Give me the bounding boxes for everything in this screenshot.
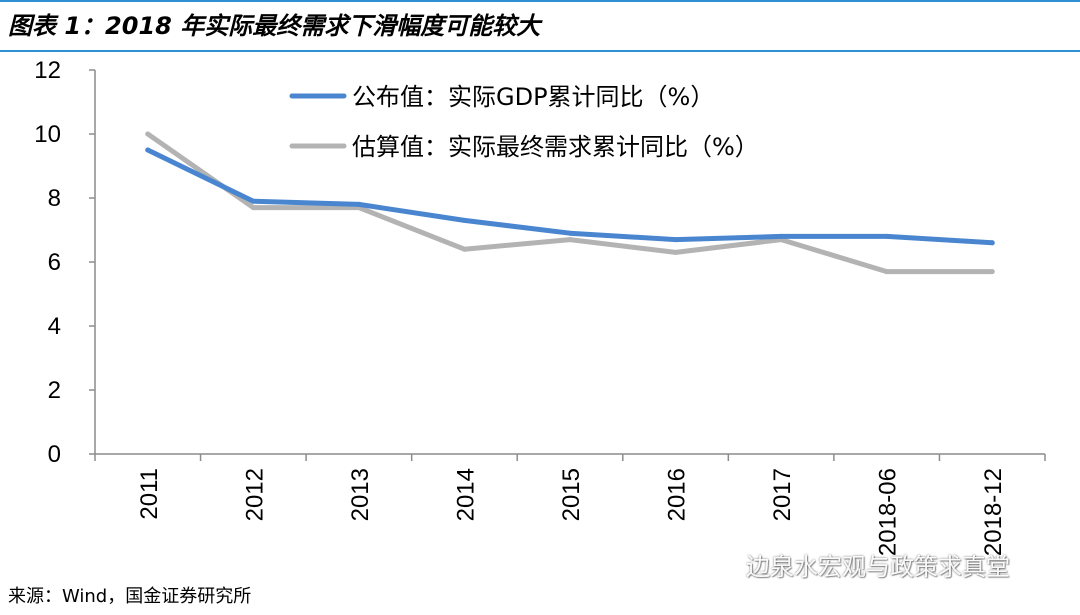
line-chart: 0 2 4 6 8 10 12 2011 2012 2013 2014 2015 2016 2017 201… [34,57,1046,556]
data-point-gdp [673,237,679,243]
y-tick-label: 2 [48,377,61,404]
watermark-text: 边泉水宏观与政策求真堂 [746,553,1010,581]
data-point-final-demand [461,246,467,252]
legend-label-final-demand: 估算值：实际最终需求累计同比（%） [352,133,759,161]
data-point-gdp [884,233,890,239]
data-point-final-demand [567,237,573,243]
legend: 公布值：实际GDP累计同比（%） 估算值：实际最终需求累计同比（%） [289,83,759,161]
y-tick-label: 10 [34,121,61,148]
data-point-final-demand [250,205,256,211]
x-tick-label: 2016 [664,468,691,521]
x-tick-label: 2011 [136,468,163,520]
series-lines [145,131,995,275]
y-tick-label: 0 [48,441,61,468]
watermark: 边泉水宏观与政策求真堂 [712,549,1010,585]
data-point-final-demand [145,131,151,137]
x-tick-label: 2018-06 [875,468,902,556]
x-tick-label: 2012 [241,468,268,521]
data-point-gdp [250,198,256,204]
source-note: 来源：Wind，国金证券研究所 [8,586,252,607]
x-tick-label: 2017 [769,468,796,521]
data-point-gdp [989,240,995,246]
chart-area: 0 2 4 6 8 10 12 2011 2012 2013 2014 2015 2016 2017 201… [0,52,1080,582]
y-tick-label: 6 [48,249,61,276]
legend-label-gdp: 公布值：实际GDP累计同比（%） [352,83,714,111]
axes: 0 2 4 6 8 10 12 2011 2012 2013 2014 2015 2016 2017 201… [34,57,1046,556]
x-tick-label: 2014 [452,468,479,521]
series-line-gdp [145,147,995,246]
x-tick-label: 2018-12 [980,468,1007,556]
data-point-final-demand [989,269,995,275]
x-tick-label: 2013 [347,468,374,521]
data-point-gdp [461,217,467,223]
data-point-gdp [567,230,573,236]
data-point-final-demand [673,249,679,255]
title-bar: 图表 1：2018 年实际最终需求下滑幅度可能较大 [0,0,1080,52]
data-point-final-demand [884,269,890,275]
y-tick-label: 4 [48,313,61,340]
x-tick-label: 2015 [558,468,585,521]
data-point-gdp [356,201,362,207]
y-tick-label: 8 [48,185,61,212]
chart-title: 图表 1：2018 年实际最终需求下滑幅度可能较大 [8,12,541,40]
data-point-gdp [778,233,784,239]
y-tick-label: 12 [34,57,61,84]
wechat-icon [713,557,740,579]
data-point-gdp [145,147,151,153]
